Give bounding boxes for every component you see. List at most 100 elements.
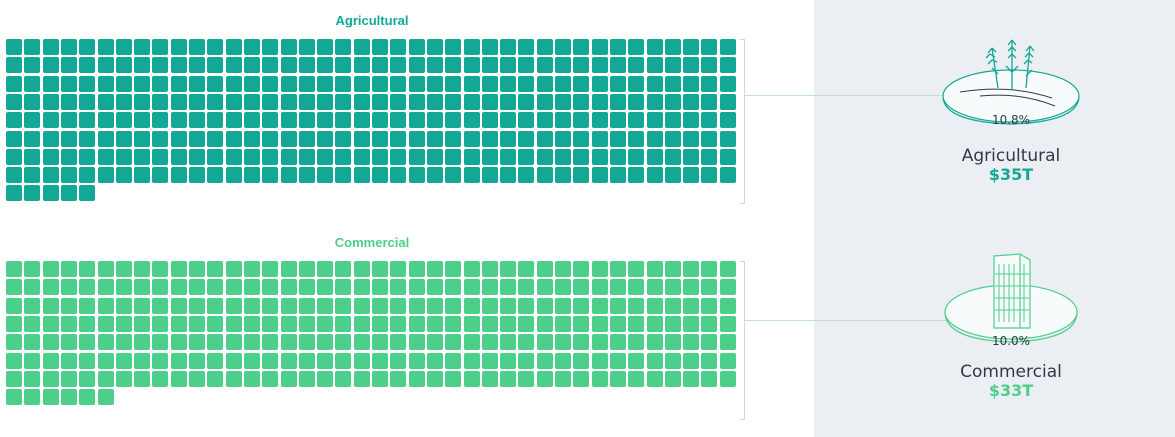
waffle-cell — [79, 130, 96, 147]
waffle-cell — [426, 130, 443, 147]
waffle-cell — [701, 261, 718, 277]
waffle-cell — [189, 39, 205, 55]
waffle-cell — [646, 148, 663, 165]
waffle-cell — [317, 112, 334, 129]
waffle-cell — [6, 352, 22, 369]
waffle-cell — [591, 334, 608, 351]
waffle-cell — [646, 167, 663, 184]
waffle-cell — [664, 352, 681, 369]
waffle-cell — [262, 261, 279, 277]
waffle-cell — [408, 130, 425, 147]
waffle-cell — [555, 75, 571, 92]
waffle-cell — [353, 352, 370, 369]
waffle-cell — [719, 93, 736, 110]
waffle-cell — [353, 261, 370, 277]
waffle-cell — [481, 315, 498, 332]
waffle-cell — [262, 297, 279, 314]
waffle-cell — [646, 93, 663, 110]
waffle-cell — [591, 370, 608, 387]
waffle-cell — [719, 112, 736, 129]
waffle-cell — [609, 75, 626, 92]
waffle-cell — [536, 57, 553, 74]
waffle-cell — [79, 352, 96, 369]
waffle-cell — [536, 315, 553, 332]
waffle-cell — [189, 352, 205, 369]
waffle-cell — [628, 261, 645, 277]
waffle-cell — [280, 261, 297, 277]
waffle-cell — [573, 93, 590, 110]
waffle-cell — [372, 75, 388, 92]
waffle-cell — [591, 39, 608, 55]
waffle-cell — [60, 75, 77, 92]
waffle-cell — [353, 112, 370, 129]
waffle-cell — [152, 93, 169, 110]
waffle-cell — [79, 185, 96, 202]
waffle-cell — [518, 130, 535, 147]
waffle-cell — [646, 75, 663, 92]
waffle-cell — [664, 167, 681, 184]
waffle-cell — [97, 315, 114, 332]
waffle-cell — [463, 93, 480, 110]
waffle-cell — [42, 334, 59, 351]
waffle-cell — [536, 261, 553, 277]
waffle-cell — [609, 112, 626, 129]
waffle-cell — [628, 297, 645, 314]
waffle-cell — [555, 315, 571, 332]
waffle-cell — [97, 352, 114, 369]
waffle-cell — [79, 57, 96, 74]
waffle-cell — [317, 75, 334, 92]
waffle-cell — [42, 370, 59, 387]
waffle-cell — [445, 315, 462, 332]
waffle-cell — [207, 75, 224, 92]
waffle-cell — [298, 297, 315, 314]
waffle-cell — [555, 148, 571, 165]
waffle-cell — [481, 352, 498, 369]
waffle-cell — [609, 315, 626, 332]
waffle-cell — [298, 315, 315, 332]
waffle-cell — [573, 297, 590, 314]
waffle-cell — [463, 112, 480, 129]
waffle-cell — [372, 297, 388, 314]
waffle-cell — [115, 370, 132, 387]
waffle-cell — [683, 297, 700, 314]
waffle-cell — [555, 39, 571, 55]
waffle-cell — [170, 279, 187, 296]
waffle-cell — [115, 148, 132, 165]
waffle-cell — [134, 279, 151, 296]
waffle-cell — [646, 39, 663, 55]
waffle-cell — [152, 315, 169, 332]
waffle-cell — [408, 112, 425, 129]
waffle-cell — [481, 75, 498, 92]
waffle-cell — [335, 93, 352, 110]
waffle-cell — [6, 39, 22, 55]
waffle-cell — [152, 261, 169, 277]
waffle-cell — [115, 167, 132, 184]
waffle-cell — [719, 261, 736, 277]
waffle-cell — [445, 148, 462, 165]
waffle-cell — [97, 112, 114, 129]
waffle-cell — [609, 93, 626, 110]
waffle-cell — [170, 334, 187, 351]
waffle-cell — [481, 261, 498, 277]
waffle-cell — [42, 389, 59, 406]
waffle-cell — [555, 279, 571, 296]
waffle-cell — [628, 112, 645, 129]
waffle-cell — [664, 279, 681, 296]
waffle-cell — [262, 93, 279, 110]
waffle-cell — [189, 57, 205, 74]
waffle-cell — [481, 297, 498, 314]
waffle-cell — [353, 93, 370, 110]
waffle-cell — [719, 167, 736, 184]
waffle-cell — [445, 130, 462, 147]
waffle-cell — [207, 297, 224, 314]
waffle-cell — [701, 315, 718, 332]
waffle-cell — [536, 167, 553, 184]
waffle-cell — [115, 75, 132, 92]
waffle-cell — [591, 57, 608, 74]
waffle-cell — [408, 315, 425, 332]
commercial-bracket — [740, 261, 745, 420]
waffle-cell — [555, 130, 571, 147]
waffle-cell — [115, 112, 132, 129]
waffle-cell — [555, 334, 571, 351]
waffle-cell — [591, 130, 608, 147]
